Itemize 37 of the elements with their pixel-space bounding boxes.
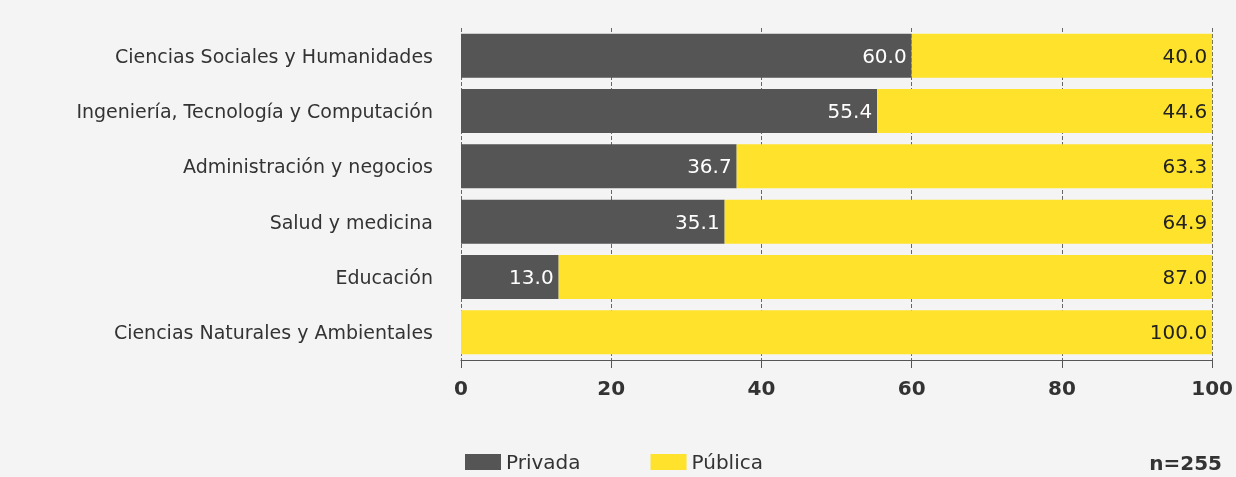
data-label: 60.0 bbox=[862, 43, 907, 68]
data-label: 36.7 bbox=[687, 154, 732, 179]
x-tick-label: 0 bbox=[454, 376, 468, 400]
y-tick-label: Ciencias Sociales y Humanidades bbox=[115, 44, 433, 67]
bar bbox=[911, 33, 1213, 78]
data-label: 63.3 bbox=[1162, 154, 1208, 179]
bar bbox=[461, 199, 725, 244]
y-tick-label: Educación bbox=[335, 266, 433, 288]
data-label: 100.0 bbox=[1149, 320, 1208, 345]
bar bbox=[461, 310, 1213, 355]
legend-label: Privada bbox=[506, 450, 581, 474]
data-label: 55.4 bbox=[827, 99, 873, 123]
data-label: 35.1 bbox=[675, 209, 720, 234]
bar bbox=[736, 144, 1213, 189]
bar bbox=[724, 199, 1213, 244]
bar bbox=[461, 33, 912, 78]
x-tick-label: 100 bbox=[1191, 376, 1233, 400]
bar bbox=[877, 89, 1213, 133]
data-label: 40.0 bbox=[1162, 43, 1208, 68]
x-tick-label: 80 bbox=[1047, 376, 1076, 400]
x-tick-label: 20 bbox=[597, 376, 626, 400]
y-tick-label: Ciencias Naturales y Ambientales bbox=[113, 321, 433, 344]
data-label: 13.0 bbox=[509, 265, 554, 289]
legend-label: Pública bbox=[691, 450, 763, 474]
data-label: 87.0 bbox=[1162, 265, 1208, 289]
y-tick-label: Administración y negocios bbox=[182, 155, 433, 178]
y-tick-label: Salud y medicina bbox=[269, 210, 433, 233]
y-tick-label: Ingeniería, Tecnología y Computación bbox=[76, 100, 433, 122]
x-tick-label: 40 bbox=[747, 376, 776, 400]
x-tick-label: 60 bbox=[897, 376, 926, 400]
bar bbox=[461, 89, 878, 133]
text: n=255 bbox=[1149, 451, 1223, 475]
bar bbox=[461, 144, 737, 189]
data-label: 64.9 bbox=[1162, 209, 1208, 234]
bar bbox=[558, 255, 1213, 299]
data-label: 44.6 bbox=[1162, 99, 1208, 123]
bar bbox=[461, 255, 559, 299]
